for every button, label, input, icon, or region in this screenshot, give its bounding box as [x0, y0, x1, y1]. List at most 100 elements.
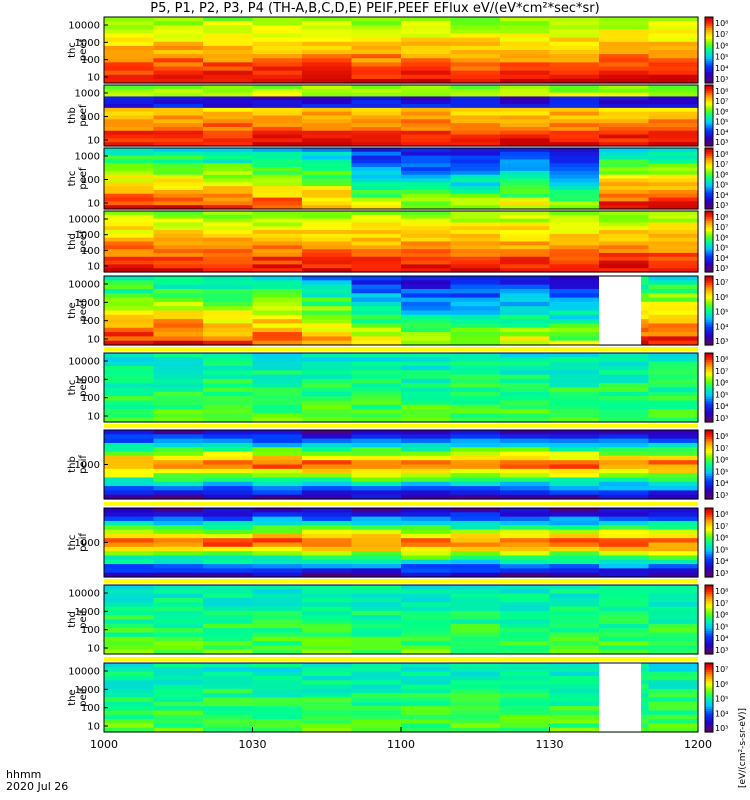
colorbar-segment: [705, 204, 713, 208]
colorbar-segment: [705, 121, 713, 125]
heatmap-cell: [104, 641, 155, 646]
heatmap-cell: [648, 264, 699, 269]
heatmap-cell: [549, 468, 600, 474]
heatmap-cell: [351, 353, 402, 358]
heatmap-cell: [450, 675, 501, 681]
heatmap-cell: [203, 193, 254, 199]
heatmap-cell: [599, 525, 650, 531]
heatmap-cell: [153, 29, 204, 35]
heatmap-cell: [302, 447, 353, 453]
heatmap-cell: [351, 119, 402, 124]
heatmap-cell: [351, 538, 402, 544]
heatmap-cell: [648, 134, 699, 139]
heatmap-cell: [351, 568, 402, 574]
heatmap-cell: [252, 29, 303, 35]
colorbar-segment: [705, 310, 713, 314]
heatmap-cell: [153, 70, 204, 76]
heatmap-cell: [302, 25, 353, 30]
heatmap-cell: [450, 413, 501, 419]
heatmap-cell: [302, 211, 353, 216]
heatmap-cell: [401, 233, 452, 239]
heatmap-cell: [252, 589, 303, 595]
heatmap-cell: [648, 430, 699, 435]
heatmap-cell: [500, 387, 551, 393]
y-tick-label: 10: [87, 136, 100, 147]
heatmap-cell: [450, 306, 501, 312]
heatmap-cell: [153, 88, 204, 94]
heatmap-cell: [648, 88, 699, 94]
heatmap-cell: [549, 340, 600, 346]
heatmap-cell: [500, 276, 551, 281]
heatmap-cell: [203, 182, 254, 187]
heatmap-cell: [203, 245, 254, 250]
heatmap-cell: [500, 468, 551, 474]
heatmap-cell: [599, 201, 650, 206]
heatmap-cell: [153, 182, 204, 187]
heatmap-cell: [203, 332, 254, 337]
colorbar-segment: [705, 312, 713, 316]
heatmap-cell: [351, 134, 402, 139]
heatmap-cell: [351, 357, 402, 363]
heatmap-cell: [450, 383, 501, 389]
colorbar-segment: [705, 109, 713, 113]
heatmap-cell: [351, 663, 402, 668]
heatmap-cell: [599, 85, 650, 90]
colorbar-segment: [705, 247, 713, 251]
heatmap-cell: [648, 585, 699, 590]
colorbar-frame: [704, 84, 714, 147]
heatmap-cell: [401, 361, 452, 367]
heatmap-cell: [252, 546, 303, 552]
heatmap-cell: [203, 473, 254, 479]
heatmap-cell: [153, 245, 204, 250]
heatmap-cell: [549, 508, 600, 513]
heatmap-cell: [203, 538, 254, 544]
heatmap-cell: [450, 268, 501, 273]
colorbar-segment: [705, 107, 713, 110]
heatmap-cell: [351, 684, 402, 690]
colorbar-tick-label: 10⁶: [715, 41, 728, 50]
y-tick-label: 100: [81, 246, 100, 257]
heatmap-cell: [549, 70, 600, 76]
heatmap-cell: [648, 494, 699, 500]
heatmap-cell: [648, 170, 699, 176]
heatmap-cell: [203, 107, 254, 113]
heatmap-cell: [153, 92, 204, 98]
heatmap-cell: [450, 314, 501, 320]
heatmap-cell: [203, 252, 254, 258]
heatmap-cell: [549, 297, 600, 303]
heatmap-cell: [252, 396, 303, 402]
heatmap-cell: [252, 361, 303, 367]
heatmap-cell: [203, 442, 254, 448]
heatmap-cell: [599, 451, 650, 457]
y-tick-label: 10000: [68, 357, 100, 368]
heatmap-cell: [500, 378, 551, 384]
heatmap-cell: [549, 572, 600, 578]
heatmap-cell: [252, 66, 303, 72]
colorbar-segment: [705, 194, 713, 198]
heatmap-cell: [153, 310, 204, 316]
heatmap-cell: [203, 525, 254, 531]
colorbar-segment: [705, 143, 713, 147]
colorbar-tick-label: 10³: [715, 264, 728, 273]
heatmap-cell: [252, 306, 303, 312]
heatmap-cell: [450, 597, 501, 603]
heatmap-cell: [203, 512, 254, 518]
colorbar-tick-label: 10³: [715, 337, 728, 346]
heatmap-cell: [153, 361, 204, 367]
heatmap-cell: [648, 442, 699, 448]
heatmap-cell: [252, 667, 303, 673]
heatmap-cell: [549, 237, 600, 243]
x-tick-label: 1130: [536, 738, 564, 751]
heatmap-cell: [302, 542, 353, 548]
colorbar-segment: [705, 528, 713, 532]
heatmap-cell: [252, 663, 303, 668]
heatmap-cell: [648, 310, 699, 316]
heatmap-cell: [153, 142, 204, 147]
heatmap-cell: [252, 602, 303, 608]
heatmap-cell: [252, 78, 303, 84]
heatmap-cell: [104, 66, 155, 72]
heatmap-cell: [302, 256, 353, 262]
heatmap-cell: [351, 37, 402, 43]
heatmap-cell: [203, 378, 254, 384]
colorbar-segment: [705, 624, 713, 627]
